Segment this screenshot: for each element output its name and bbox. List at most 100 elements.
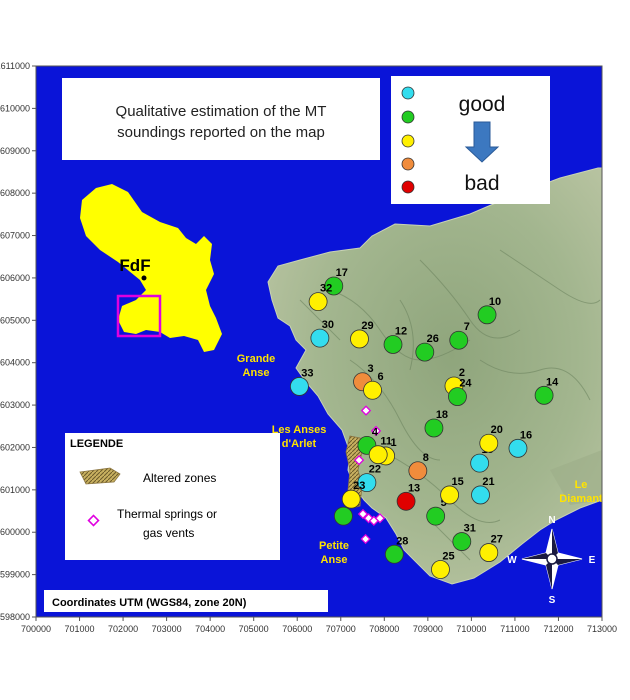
scale-green [401, 110, 415, 124]
quality-scale: good bad [391, 76, 550, 204]
x-tick-label: 702000 [108, 624, 138, 634]
sounding-label: 7 [464, 321, 470, 333]
diamant-coast [550, 450, 602, 505]
sounding-label: 15 [451, 476, 463, 488]
le-diamant-label-2: Diamant [559, 493, 603, 505]
sounding-marker [341, 489, 361, 509]
sounding-marker [471, 485, 490, 505]
x-tick-label: 713000 [587, 624, 617, 634]
sounding-marker [415, 342, 435, 362]
sounding-marker [479, 433, 499, 453]
fdf-marker [141, 275, 147, 281]
x-tick-label: 710000 [456, 624, 486, 634]
sounding-marker [408, 461, 428, 481]
thermal-swatch-icon [87, 514, 100, 527]
sounding-marker [424, 418, 444, 438]
x-tick-label: 708000 [369, 624, 399, 634]
grande-anse-label-2: Anse [243, 367, 270, 379]
sounding-marker [431, 560, 450, 579]
sounding-label: 31 [464, 523, 476, 535]
sounding-marker [333, 506, 353, 526]
y-tick-label: 1602000 [0, 442, 30, 452]
x-tick-label: 704000 [195, 624, 225, 634]
fdf-label: FdF [119, 256, 150, 275]
sounding-marker [449, 330, 469, 350]
coords-box [44, 590, 328, 612]
x-axis: 700000 701000 702000 703000 704000 705000 7060… [21, 617, 617, 634]
scale-good-label: good [459, 93, 506, 116]
x-tick-label: 712000 [543, 624, 573, 634]
x-tick-label: 705000 [239, 624, 269, 634]
sounding-label: 26 [427, 333, 439, 345]
sounding-marker [426, 506, 446, 526]
sounding-label: 3 [367, 363, 373, 375]
sounding-label: 22 [369, 464, 381, 476]
sounding-marker [383, 335, 403, 354]
anses-arlet-label-2: d'Arlet [282, 438, 317, 450]
sounding-label: 27 [491, 534, 503, 546]
sounding-label: 2 [459, 367, 465, 379]
sounding-marker [534, 385, 554, 405]
title-line-2: soundings reported on the map [117, 124, 325, 141]
legend-thermal-label-2: gas vents [143, 526, 194, 540]
sounding-marker [448, 387, 467, 407]
x-tick-label: 703000 [152, 624, 182, 634]
scale-yellow [401, 134, 415, 148]
sounding-marker [368, 445, 388, 465]
scale-red [401, 180, 415, 194]
inset-highlight-box [116, 294, 162, 338]
soundings-layer: 1234567891011121314151617181920212223242… [290, 267, 559, 579]
y-tick-label: 1606000 [0, 273, 30, 283]
sounding-label: 33 [301, 367, 313, 379]
sounding-marker [324, 276, 344, 296]
thermal-spring-icon [374, 513, 386, 524]
sounding-label: 4 [372, 426, 379, 438]
y-tick-label: 1610000 [0, 103, 30, 113]
sounding-label: 28 [396, 535, 408, 547]
martinique-island [80, 184, 222, 352]
sounding-marker [479, 543, 499, 562]
thermal-spring-icon [370, 425, 382, 437]
sounding-marker [440, 485, 460, 505]
y-tick-label: 1600000 [0, 527, 30, 537]
sounding-marker [310, 328, 330, 348]
sounding-marker [290, 377, 309, 396]
x-tick-label: 706000 [282, 624, 312, 634]
y-axis: 1611000 1610000 1609000 1608000 1607000 16060… [0, 61, 36, 622]
legend: LEGENDE Altered zones Thermal springs or… [65, 433, 280, 560]
y-tick-label: 1609000 [0, 146, 30, 156]
sounding-marker [396, 491, 416, 511]
sounding-label: 8 [423, 452, 429, 464]
legend-altered-label: Altered zones [143, 471, 216, 485]
compass-w: W [507, 555, 517, 566]
sounding-label: 1 [391, 437, 397, 449]
sounding-label: 16 [520, 429, 532, 441]
legend-title: LEGENDE [70, 438, 123, 450]
y-tick-label: 1599000 [0, 570, 30, 580]
sounding-label: 11 [380, 436, 392, 448]
sounding-marker [477, 305, 497, 325]
sounding-label: 29 [361, 320, 373, 332]
anses-arlet-label-1: Les Anses [272, 424, 327, 436]
coords-note: Coordinates UTM (WGS84, zone 20N) [52, 597, 247, 609]
compass-e: E [589, 555, 596, 566]
thermal-spring-icon [360, 405, 372, 416]
sounding-label: 23 [353, 480, 365, 492]
grande-anse-label-1: Grande [237, 353, 276, 365]
y-tick-label: 1608000 [0, 188, 30, 198]
y-tick-label: 1598000 [0, 612, 30, 622]
sounding-marker [357, 473, 377, 493]
sounding-label: 30 [322, 319, 334, 331]
x-tick-label: 701000 [65, 624, 95, 634]
sounding-marker [363, 380, 382, 400]
sounding-label: 12 [395, 325, 407, 337]
y-tick-label: 1605000 [0, 315, 30, 325]
sounding-marker [308, 292, 328, 312]
x-tick-label: 700000 [21, 624, 51, 634]
compass-s: S [549, 595, 556, 606]
sounding-label: 20 [491, 424, 503, 436]
sounding-label: 24 [459, 378, 472, 390]
scale-cyan [401, 86, 415, 100]
title-box [62, 78, 380, 160]
